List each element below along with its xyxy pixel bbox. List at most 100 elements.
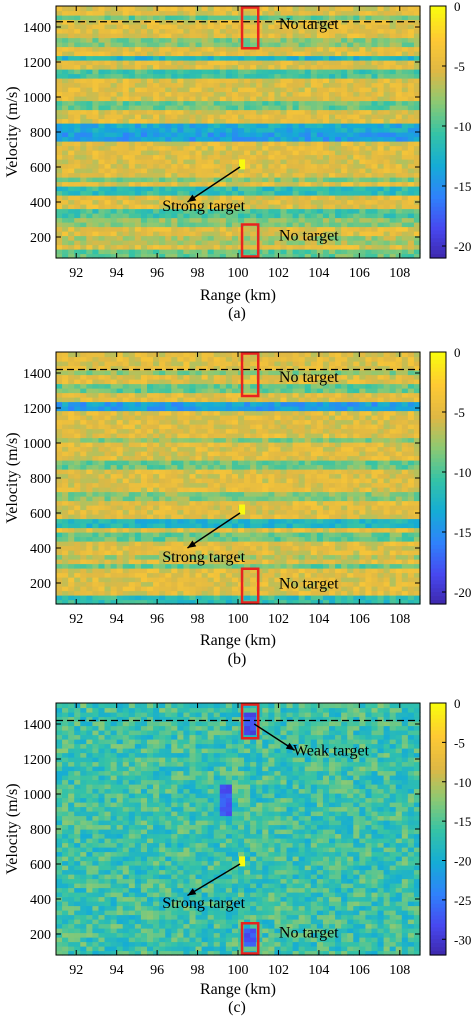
heatmap-cell <box>122 118 130 124</box>
heatmap-cell <box>171 109 178 115</box>
heatmap-cell <box>383 55 391 61</box>
heatmap-cell <box>110 590 118 596</box>
colorbar-swatch <box>430 69 446 74</box>
heatmap-cell <box>250 554 257 560</box>
heatmap-cell <box>286 172 294 178</box>
heatmap-cell <box>116 118 124 124</box>
heatmap-cell <box>341 168 348 174</box>
heatmap-cell <box>407 10 415 16</box>
heatmap-cell <box>195 527 203 533</box>
heatmap-cell <box>371 590 379 596</box>
heatmap-cell <box>365 114 373 120</box>
heatmap-cell <box>359 132 366 138</box>
heatmap-cell <box>140 37 148 43</box>
heatmap-cell <box>219 159 227 165</box>
heatmap-cell <box>213 226 221 232</box>
heatmap-cell <box>407 532 415 538</box>
heatmap-cell <box>389 586 397 592</box>
heatmap-cell <box>92 231 100 237</box>
heatmap-cell <box>322 82 330 88</box>
heatmap-cell <box>153 82 160 88</box>
heatmap-cell <box>213 19 221 25</box>
heatmap-cell <box>268 577 275 583</box>
heatmap-cell <box>310 514 318 520</box>
heatmap-cell <box>92 204 100 210</box>
heatmap-cell <box>122 244 130 250</box>
heatmap-cell <box>377 586 385 592</box>
heatmap-cell <box>407 599 415 605</box>
heatmap-cell <box>110 145 118 151</box>
heatmap-cell <box>383 500 391 506</box>
heatmap-cell <box>177 60 184 66</box>
heatmap-cell <box>268 195 275 201</box>
heatmap-cell <box>195 51 203 57</box>
heatmap-cell <box>329 127 336 133</box>
heatmap-cell <box>159 46 166 52</box>
heatmap-cell <box>213 586 221 592</box>
heatmap-cell <box>92 51 100 57</box>
heatmap-cell <box>359 595 366 601</box>
heatmap-cell <box>329 222 336 228</box>
heatmap-cell <box>347 554 354 560</box>
heatmap-cell <box>244 154 251 160</box>
heatmap-cell <box>231 532 239 538</box>
heatmap-cell <box>207 213 215 219</box>
heatmap-cell <box>298 240 306 246</box>
heatmap-cell <box>298 91 306 97</box>
heatmap-cell <box>80 563 87 569</box>
heatmap-cell <box>147 69 154 75</box>
heatmap-cell <box>110 532 118 538</box>
heatmap-cell <box>159 91 166 97</box>
heatmap-cell <box>159 550 166 556</box>
heatmap-cell <box>225 514 233 520</box>
heatmap-cell <box>335 226 342 232</box>
heatmap-cell <box>140 177 148 183</box>
heatmap-cell <box>231 96 239 102</box>
heatmap-cell <box>316 204 324 210</box>
heatmap-cell <box>80 141 87 147</box>
heatmap-cell <box>262 541 269 547</box>
heatmap-cell <box>128 181 136 187</box>
heatmap-cell <box>250 127 257 133</box>
heatmap-cell <box>225 100 233 106</box>
heatmap-cell <box>329 24 336 30</box>
heatmap-cell <box>219 586 227 592</box>
heatmap-cell <box>98 572 106 578</box>
heatmap-cell <box>116 87 124 93</box>
heatmap-cell <box>244 82 251 88</box>
heatmap-cell <box>147 199 154 205</box>
heatmap-cell <box>189 96 197 102</box>
heatmap-cell <box>189 123 197 129</box>
heatmap-cell <box>244 78 251 84</box>
heatmap-cell <box>201 6 209 12</box>
heatmap-cell <box>262 527 269 533</box>
heatmap-cell <box>116 199 124 205</box>
heatmap-cell <box>286 127 294 133</box>
heatmap-cell <box>68 24 75 30</box>
heatmap-cell <box>286 550 294 556</box>
heatmap-cell <box>62 577 69 583</box>
heatmap-cell <box>104 226 112 232</box>
heatmap-cell <box>292 523 300 529</box>
heatmap-cell <box>213 213 221 219</box>
heatmap-cell <box>238 559 245 565</box>
heatmap-cell <box>286 527 294 533</box>
heatmap-cell <box>304 19 312 25</box>
heatmap-cell <box>201 96 209 102</box>
heatmap-cell <box>74 253 81 259</box>
heatmap-cell <box>256 514 263 520</box>
heatmap-cell <box>280 505 288 511</box>
heatmap-cell <box>153 28 160 34</box>
heatmap-cell <box>401 172 409 178</box>
heatmap-cell <box>140 136 148 142</box>
heatmap-cell <box>231 73 239 79</box>
heatmap-cell <box>371 217 379 223</box>
heatmap-cell <box>322 491 330 497</box>
heatmap-cell <box>225 599 233 605</box>
heatmap-cell <box>395 559 403 565</box>
heatmap-cell <box>80 46 87 52</box>
heatmap-cell <box>153 60 160 66</box>
heatmap-cell <box>134 244 142 250</box>
heatmap-cell <box>244 100 251 106</box>
heatmap-cell <box>274 199 282 205</box>
